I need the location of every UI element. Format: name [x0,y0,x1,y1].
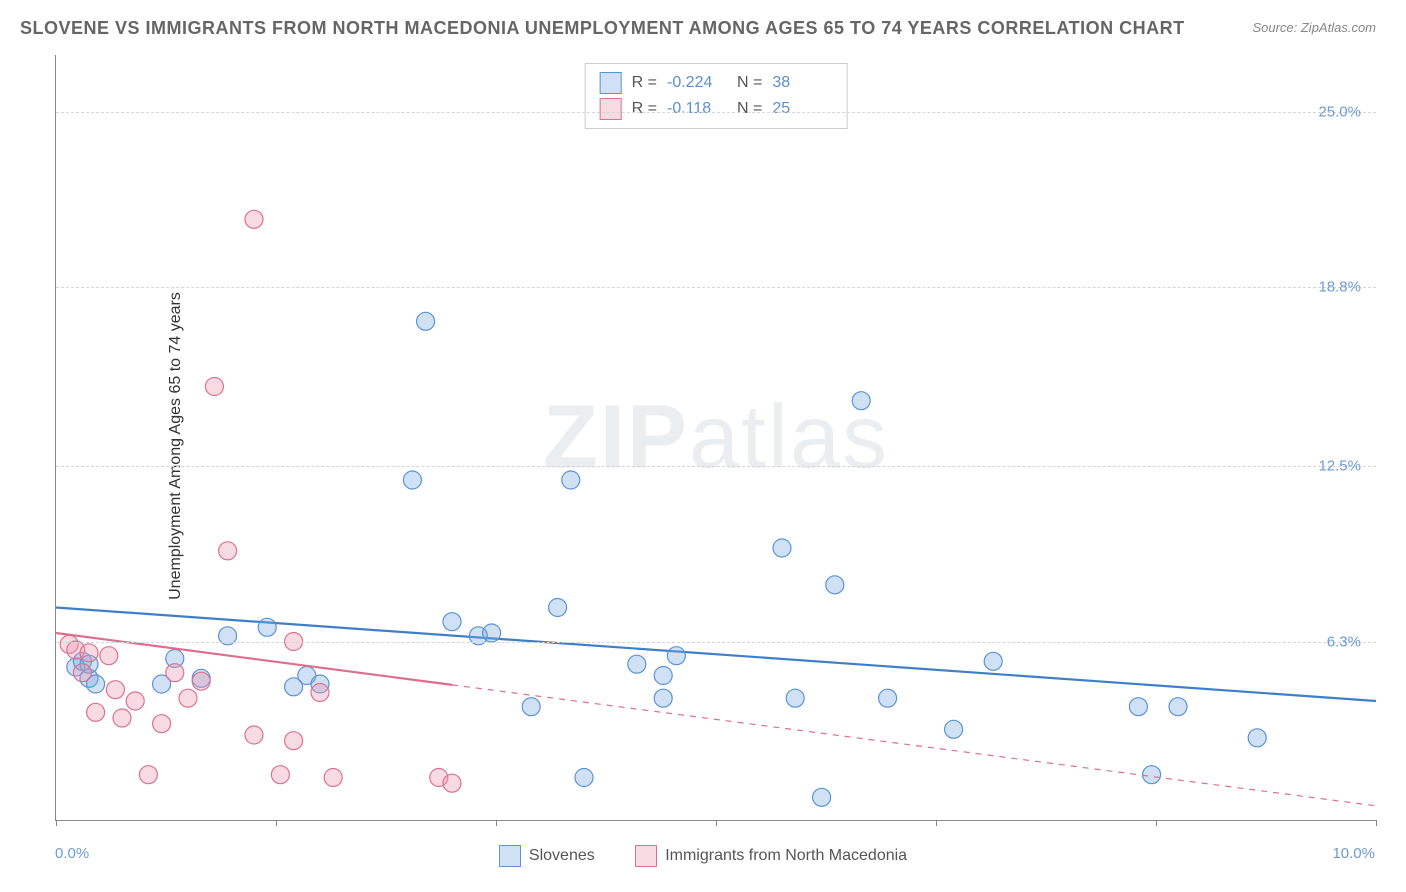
data-point [100,647,118,665]
data-point [852,392,870,410]
legend-r-label-2: R = [632,96,657,122]
data-point [245,726,263,744]
legend-swatch-2 [635,845,657,867]
data-point [1169,698,1187,716]
legend-n-label-2: N = [737,96,762,122]
data-point [73,664,91,682]
gridline [56,642,1376,643]
y-tick-label: 25.0% [1318,103,1361,120]
legend-r-value-1: -0.224 [667,70,727,96]
data-point [1248,729,1266,747]
data-point [153,715,171,733]
data-point [654,689,672,707]
legend-row-1: R = -0.224 N = 38 [600,70,833,96]
data-point [826,576,844,594]
x-tick [496,820,497,826]
legend-item-2: Immigrants from North Macedonia [635,845,907,867]
data-point [87,703,105,721]
x-tick [1156,820,1157,826]
data-point [179,689,197,707]
data-point [205,378,223,396]
data-point [271,766,289,784]
legend-item-1: Slovenes [499,845,595,867]
data-point [667,647,685,665]
data-point [1143,766,1161,784]
data-point [984,652,1002,670]
gridline [56,112,1376,113]
legend-label-1: Slovenes [529,847,595,865]
source-attribution: Source: ZipAtlas.com [1252,20,1376,35]
legend-row-2: R = -0.118 N = 25 [600,96,833,122]
legend-n-label: N = [737,70,762,96]
data-point [443,774,461,792]
data-point [654,667,672,685]
data-point [813,788,831,806]
data-point [113,709,131,727]
data-point [166,664,184,682]
data-point [106,681,124,699]
data-point [126,692,144,710]
data-point [549,599,567,617]
data-point [258,618,276,636]
chart-title: SLOVENE VS IMMIGRANTS FROM NORTH MACEDON… [20,18,1185,39]
data-point [1129,698,1147,716]
gridline [56,466,1376,467]
legend-swatch-pink [600,98,622,120]
series-legend: Slovenes Immigrants from North Macedonia [0,845,1406,872]
data-point [285,732,303,750]
legend-r-value-2: -0.118 [667,96,727,122]
data-point [139,766,157,784]
legend-r-label: R = [632,70,657,96]
legend-swatch-blue [600,72,622,94]
data-point [945,720,963,738]
data-point [219,542,237,560]
data-point [522,698,540,716]
data-point [403,471,421,489]
correlation-legend: R = -0.224 N = 38 R = -0.118 N = 25 [585,63,848,129]
data-point [417,312,435,330]
data-point [443,613,461,631]
data-point [575,769,593,787]
y-tick-label: 18.8% [1318,279,1361,296]
legend-n-value-2: 25 [772,96,832,122]
legend-label-2: Immigrants from North Macedonia [665,847,907,865]
x-tick [716,820,717,826]
data-point [311,684,329,702]
y-tick-label: 12.5% [1318,457,1361,474]
data-point [879,689,897,707]
chart-svg [56,55,1376,820]
plot-area: ZIPatlas R = -0.224 N = 38 R = -0.118 N … [55,55,1376,821]
gridline [56,287,1376,288]
legend-n-value-1: 38 [772,70,832,96]
data-point [80,644,98,662]
data-point [324,769,342,787]
data-point [192,672,210,690]
y-tick-label: 6.3% [1327,633,1361,650]
data-point [786,689,804,707]
x-tick [1376,820,1377,826]
data-point [773,539,791,557]
x-tick [56,820,57,826]
x-tick [276,820,277,826]
data-point [245,210,263,228]
data-point [483,624,501,642]
legend-swatch-1 [499,845,521,867]
data-point [562,471,580,489]
data-point [628,655,646,673]
x-tick [936,820,937,826]
